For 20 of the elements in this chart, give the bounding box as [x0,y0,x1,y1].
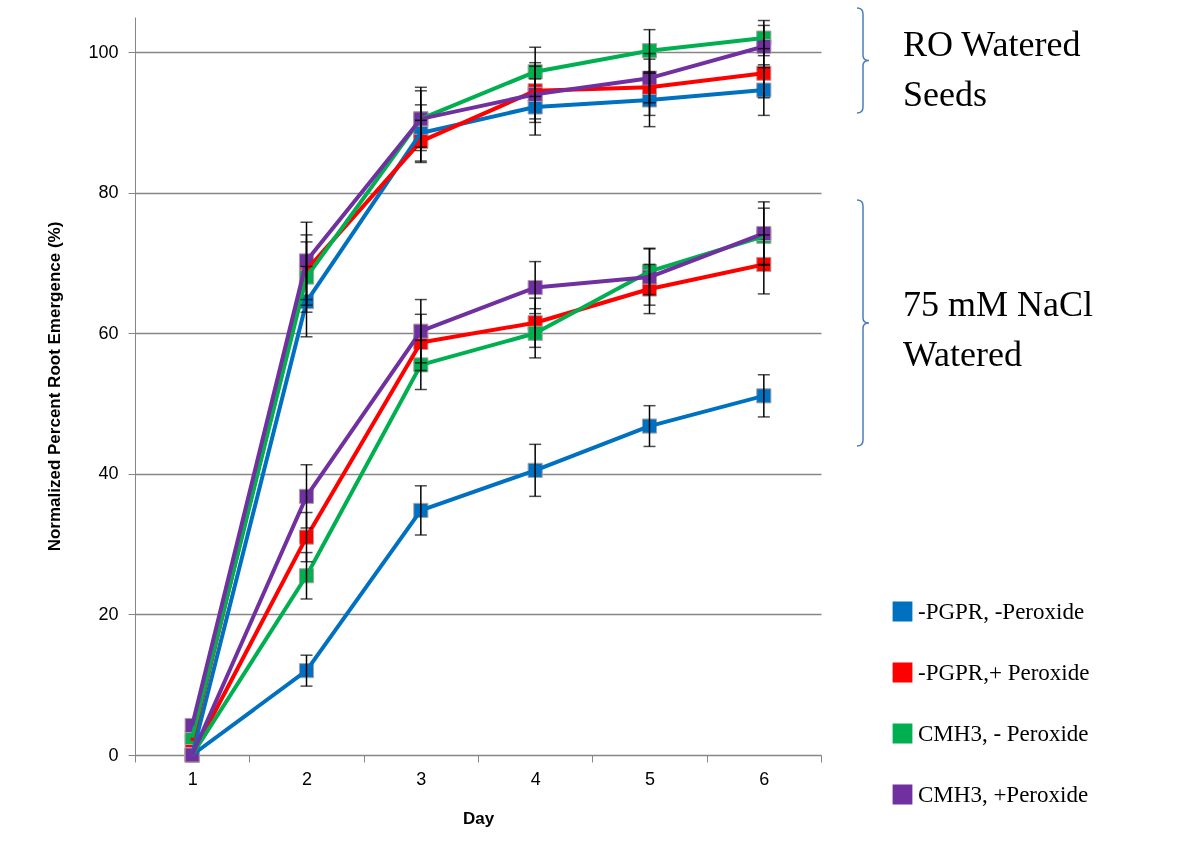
y-tick-label: 100 [88,41,119,62]
y-tick-label: 40 [98,463,119,484]
y-tick-label: 60 [98,322,119,343]
text: RO Watered Seeds [903,24,1081,114]
y-tick-label: 0 [108,744,119,765]
x-tick-label: 5 [644,768,656,789]
x-tick-label: 6 [759,768,770,789]
x-axis-title: Day [462,808,495,828]
y-tick-label: 80 [98,182,119,203]
legend-label: -PGPR, -Peroxide [918,598,1085,624]
legend-label: CMH3, - Peroxide [918,720,1089,746]
text: 75 mM NaCl Watered [903,284,1094,374]
legend-label: -PGPR,+ Peroxide [918,659,1090,685]
y-tick-label: 20 [98,603,119,624]
y-axis-title: Normalized Percent Root Emergence (%) [45,221,65,552]
x-tick-label: 1 [187,768,198,789]
x-tick-label: 3 [416,768,427,789]
x-tick-label: 4 [530,768,541,789]
legend-label: CMH3, +Peroxide [918,781,1089,807]
x-tick-label: 2 [301,768,313,789]
